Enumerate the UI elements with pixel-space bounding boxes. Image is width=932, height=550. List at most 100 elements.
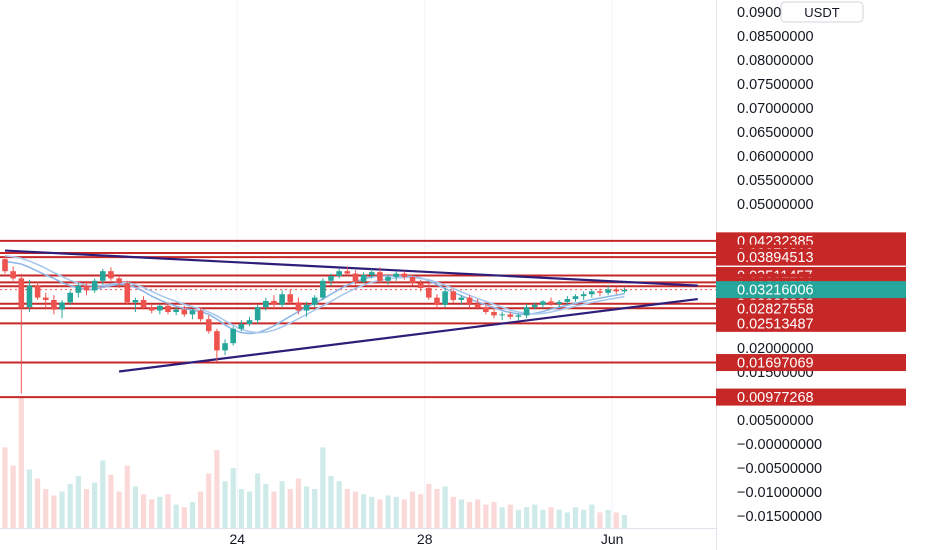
candle-body — [483, 307, 489, 312]
volume-bar — [344, 489, 350, 528]
volume-bar — [132, 486, 138, 528]
unit-label: USDT — [804, 5, 839, 20]
current-price-label: 0.03216006 — [737, 283, 814, 299]
volume-bar — [572, 507, 579, 528]
candle-body — [181, 309, 188, 315]
candle-body — [230, 328, 236, 344]
candle-body — [100, 271, 106, 281]
candle-body — [42, 297, 49, 300]
candle-body — [393, 273, 399, 277]
volume-bar — [181, 507, 187, 528]
candle-body — [189, 310, 196, 315]
volume-bar — [287, 489, 293, 528]
volume-bar — [198, 491, 204, 528]
candle-body — [303, 304, 310, 311]
volume-bar — [157, 496, 163, 528]
candle-body — [540, 301, 546, 305]
volume-bar — [532, 504, 538, 528]
y-tick-label: 0.00500000 — [737, 413, 814, 429]
candle-body — [531, 304, 538, 308]
trendline — [118, 297, 698, 373]
y-tick-label: 0.05500000 — [737, 173, 814, 189]
volume-bar — [116, 491, 122, 528]
candle-body — [165, 305, 171, 312]
candle-body — [385, 276, 391, 281]
candle-body — [458, 297, 465, 300]
volume-bar — [320, 447, 326, 528]
volume-bar — [515, 509, 522, 528]
volume-bar — [59, 491, 65, 528]
candle-body — [205, 319, 212, 332]
level-label-bg — [716, 248, 906, 266]
volume-bar — [458, 499, 464, 528]
volume-bar — [140, 494, 147, 528]
level-label: 0.02827558 — [737, 301, 814, 317]
y-tick-label: 0.07000000 — [737, 101, 814, 117]
volume-bar — [271, 491, 277, 528]
candle-body — [91, 280, 98, 291]
volume-bar — [418, 494, 424, 528]
volume-bar — [83, 489, 90, 528]
volume-bar — [434, 489, 440, 528]
volume-bar — [466, 502, 473, 528]
volume-bar — [499, 507, 505, 528]
level-label: 0.03894513 — [737, 250, 814, 266]
volume-bar — [369, 496, 375, 528]
candle-body — [67, 292, 73, 303]
candle-body — [515, 315, 522, 317]
volume-bar — [377, 499, 383, 528]
y-tick-label: 0.06500000 — [737, 125, 814, 141]
candle-body — [320, 280, 326, 298]
y-tick-label: 0.08500000 — [737, 29, 814, 45]
level-label: 0.02513487 — [737, 316, 814, 332]
volume-bar — [385, 495, 391, 528]
candle-body — [83, 285, 90, 291]
candle-body — [311, 297, 318, 305]
candle-body — [564, 299, 571, 302]
volume-bar — [18, 398, 24, 528]
volume-bar — [491, 502, 497, 528]
candle-body — [336, 271, 342, 276]
candle-body — [51, 300, 57, 310]
volume-bar — [230, 468, 236, 528]
volume-bar — [597, 512, 603, 528]
candle-body — [18, 278, 25, 308]
volume-bar — [442, 486, 448, 528]
candle-body — [124, 283, 131, 303]
volume-bar — [605, 509, 611, 528]
volume-bar — [149, 499, 155, 528]
volume-bar — [173, 504, 179, 528]
candle-body — [352, 273, 359, 282]
candle-body — [116, 278, 122, 284]
candle-body — [263, 300, 269, 308]
candle-body — [254, 307, 261, 321]
candle-body — [238, 324, 245, 329]
candle-body — [417, 283, 424, 288]
volume-bar — [43, 489, 49, 528]
candle-body — [466, 297, 473, 304]
candle-body — [75, 285, 82, 293]
candle-body — [491, 312, 497, 316]
candle-body — [59, 302, 65, 310]
volume-bar — [100, 460, 106, 528]
candle-body — [368, 272, 375, 276]
y-tick-label: 0.08000000 — [737, 53, 814, 69]
level-label-bg — [716, 314, 906, 332]
candle-body — [2, 259, 8, 272]
volume-bar — [409, 491, 416, 528]
candle-body — [377, 272, 383, 281]
volume-bar — [263, 483, 269, 528]
volume-bar — [556, 509, 562, 528]
candle-body — [344, 271, 351, 274]
y-tick-label: 0.02000000 — [737, 341, 814, 357]
candle-body — [287, 294, 294, 303]
volume-bar — [10, 465, 16, 528]
volume-bar — [613, 512, 619, 528]
volume-bar — [279, 481, 285, 528]
volume-bar — [312, 489, 318, 528]
candle-body — [26, 285, 33, 308]
volume-bar — [336, 481, 342, 528]
volume-bar — [92, 482, 98, 528]
